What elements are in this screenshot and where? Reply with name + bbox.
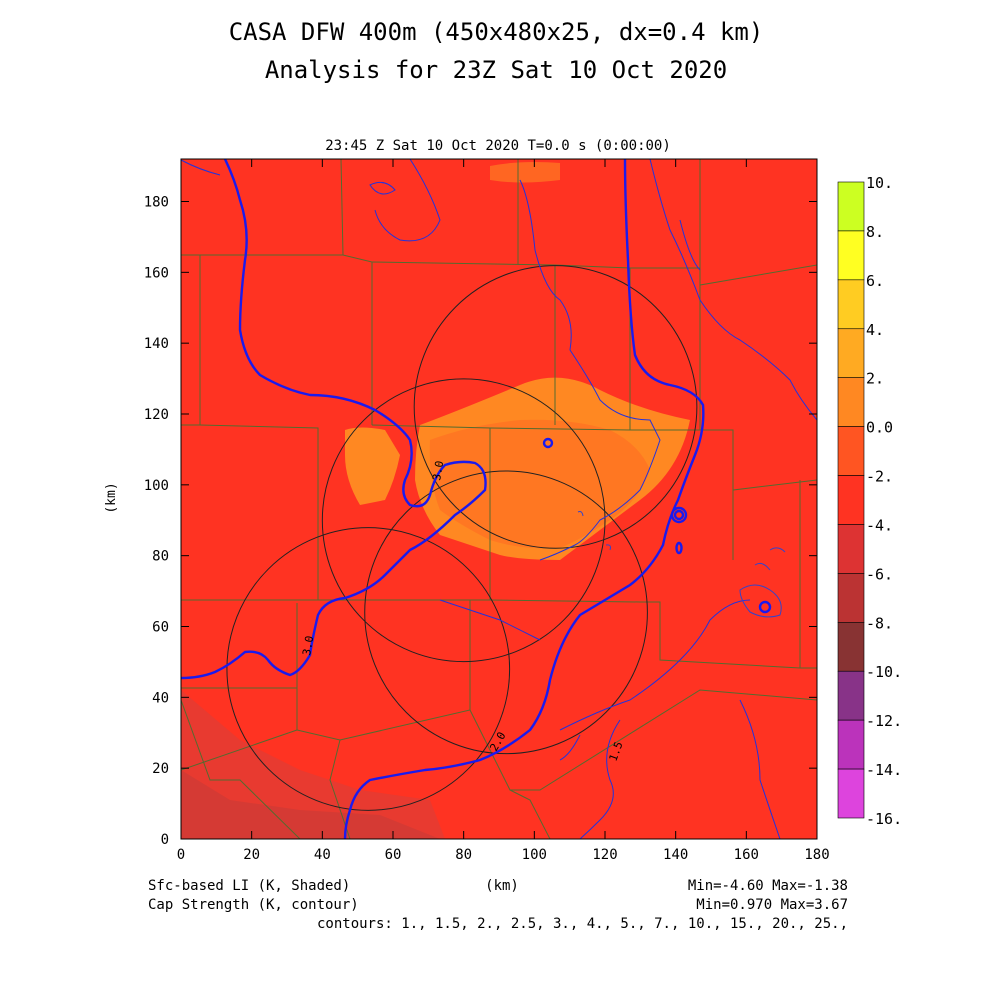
- colorbar-swatch: [837, 426, 865, 476]
- title-line-1: CASA DFW 400m (450x480x25, dx=0.4 km): [229, 18, 764, 46]
- x-tick-label: 180: [804, 847, 829, 863]
- plot-subtitle: 23:45 Z Sat 10 Oct 2020 T=0.0 s (0:00:00…: [325, 138, 671, 154]
- contour-label-4: 1.5: [607, 740, 626, 763]
- footer-shaded-minmax: Min=-4.60 Max=-1.38: [688, 878, 848, 894]
- x-tick-label: 120: [592, 847, 617, 863]
- plot-frame: [180, 158, 818, 840]
- colorbar-label: 0.0: [866, 419, 893, 437]
- y-tick-label: 120: [144, 407, 169, 423]
- colorbar-swatch: [837, 377, 865, 427]
- x-tick-label: 140: [663, 847, 688, 863]
- colorbar-swatch: [837, 230, 865, 281]
- colorbar-label: -14.: [866, 761, 902, 779]
- footer-field-shaded: Sfc-based LI (K, Shaded): [148, 878, 350, 894]
- colorbar-swatch: [837, 279, 865, 330]
- li-shade-left-lobe: [345, 427, 400, 505]
- y-tick-label: 60: [152, 620, 169, 636]
- contour-label-2: 3.0: [300, 635, 316, 657]
- colorbar-label: 6.: [866, 272, 884, 290]
- colorbar-label: -16.: [866, 810, 902, 828]
- y-tick-label: 40: [152, 690, 169, 706]
- y-tick-label: 100: [144, 478, 169, 494]
- y-tick-label: 20: [152, 761, 169, 777]
- x-axis-ticks: 0 20 40 60 80 100 120 140 160 180: [177, 159, 830, 863]
- y-tick-label: 0: [161, 832, 169, 848]
- cap-contours-thin: [181, 159, 817, 839]
- x-tick-label: 80: [455, 847, 472, 863]
- colorbar-label: 4.: [866, 321, 884, 339]
- x-tick-label: 20: [243, 847, 260, 863]
- colorbar-swatch: [837, 475, 865, 525]
- colorbar-swatch: [837, 719, 865, 770]
- y-axis-ticks: 0 20 40 60 80 100 120 140 160 180: [144, 195, 817, 848]
- y-tick-label: 80: [152, 549, 169, 565]
- colorbar-swatch: [837, 622, 865, 672]
- x-tick-label: 0: [177, 847, 185, 863]
- footer-contour-minmax: Min=0.970 Max=3.67: [696, 897, 848, 913]
- radar-circle-1: [321, 378, 606, 663]
- colorbar-label: -10.: [866, 663, 902, 681]
- cap-contours-thick: [181, 159, 772, 839]
- colorbar-label: 8.: [866, 223, 884, 241]
- colorbar-swatch: [837, 328, 865, 378]
- map-plot-area: 3.0 3.0 2.0 1.5: [181, 159, 817, 839]
- colorbar-swatch: [837, 768, 865, 819]
- y-tick-label: 180: [144, 195, 169, 211]
- x-tick-label: 60: [385, 847, 402, 863]
- colorbar-swatch: [837, 670, 865, 721]
- colorbar-swatch: [837, 181, 865, 232]
- colorbar-label: -4.: [866, 516, 893, 534]
- radar-circle-4: [226, 527, 511, 811]
- li-shade-minus4-region: [181, 690, 445, 839]
- footer-contour-levels: contours: 1., 1.5, 2., 2.5, 3., 4., 5., …: [317, 916, 848, 932]
- contour-label-1: 3.0: [430, 460, 446, 482]
- y-tick-label: 140: [144, 336, 169, 352]
- colorbar-swatch: [837, 524, 865, 574]
- cap-contours-small: [577, 511, 786, 618]
- x-tick-label: 100: [522, 847, 547, 863]
- footer-field-contour: Cap Strength (K, contour): [148, 897, 359, 913]
- colorbar-label: -8.: [866, 614, 893, 632]
- colorbar-label: 2.: [866, 370, 884, 388]
- radar-circle-3: [364, 470, 648, 755]
- radar-circle-2: [413, 265, 698, 549]
- li-shade-central-inner: [429, 419, 650, 549]
- title-line-2: Analysis for 23Z Sat 10 Oct 2020: [265, 56, 727, 84]
- y-axis-label: (km): [104, 482, 119, 513]
- y-tick-label: 160: [144, 265, 169, 281]
- colorbar-label: -2.: [866, 468, 893, 486]
- li-shade-minus5-region: [181, 770, 440, 839]
- x-tick-label: 160: [734, 847, 759, 863]
- county-boundaries: [181, 159, 817, 839]
- li-shade-top-region: [490, 162, 560, 183]
- x-axis-label: (km): [485, 878, 519, 894]
- x-tick-label: 40: [314, 847, 331, 863]
- colorbar-label: -6.: [866, 565, 893, 583]
- colorbar: 10. 8. 6. 4. 2. 0.0 -2. -4. -6. -8. -10. -12. -14. -1…: [837, 174, 902, 828]
- colorbar-label: 10.: [866, 174, 893, 192]
- colorbar-label: -12.: [866, 712, 902, 730]
- colorbar-swatch: [837, 573, 865, 623]
- radar-range-circles: [226, 265, 698, 811]
